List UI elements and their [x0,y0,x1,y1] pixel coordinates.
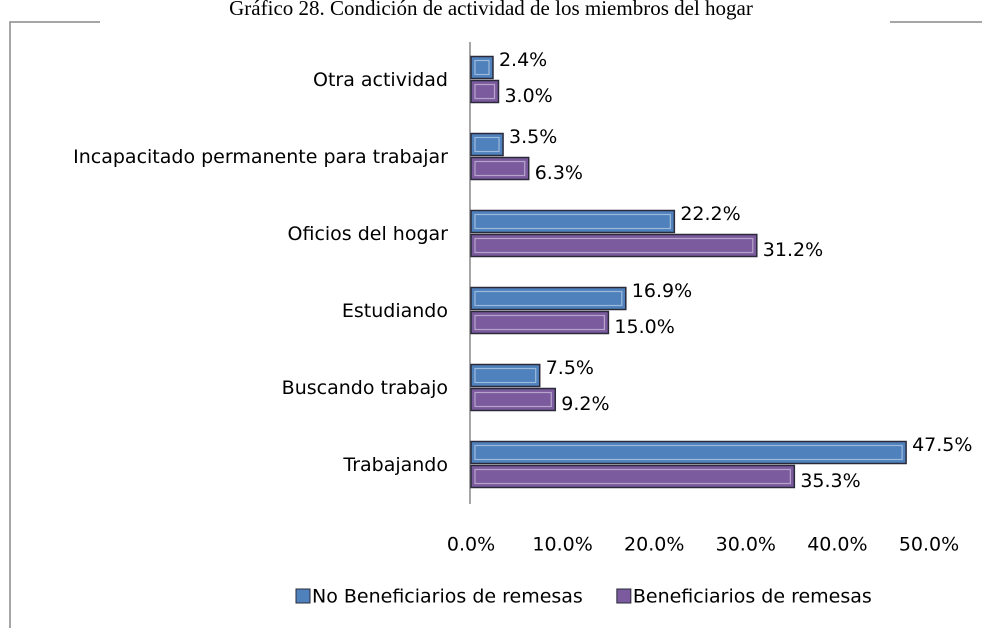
bar-bevel [474,136,500,153]
value-label: 22.2% [680,203,740,225]
legend-swatch [295,588,311,604]
bar [470,363,541,388]
value-label: 35.3% [800,470,860,492]
bar-bevel [474,314,605,331]
legend-swatch [616,588,632,604]
value-label: 9.2% [561,393,609,415]
bar [470,440,907,465]
bar-bevel [474,367,537,384]
bar [470,464,796,489]
legend-label: No Beneficiarios de remesas [312,586,583,608]
y-tick-label: Buscando trabajo [282,377,448,399]
y-tick-label: Estudiando [342,300,448,322]
bar-bevel [474,444,903,461]
bar-bevel [474,83,496,100]
bar-bevel [474,59,490,76]
bar [470,132,504,157]
x-tick-label: 40.0% [807,534,867,556]
value-label: 47.5% [912,434,972,456]
value-label: 2.4% [499,49,547,71]
value-label: 31.2% [763,239,823,261]
bar-bevel [474,160,526,177]
value-label: 3.5% [509,126,557,148]
bar [470,209,676,234]
value-label: 6.3% [535,162,583,184]
bar-bevel [474,237,754,254]
title-background [100,0,890,24]
x-tick-label: 30.0% [716,534,776,556]
value-label: 3.0% [504,85,552,107]
value-label: 7.5% [546,357,594,379]
bar [470,156,530,181]
bar-bevel [474,290,623,307]
bar [470,79,500,104]
bar [470,387,557,412]
bar-bevel [474,468,791,485]
x-tick-label: 10.0% [532,534,592,556]
bar [470,233,758,258]
bar-bevel [474,213,671,230]
chart-title: Gráfico 28. Condición de actividad de lo… [229,0,753,20]
value-label: 15.0% [614,316,674,338]
x-tick-label: 0.0% [447,534,495,556]
y-tick-label: Incapacitado permanente para trabajar [73,146,448,168]
y-tick-label: Trabajando [342,454,448,476]
x-tick-label: 20.0% [624,534,684,556]
bar-bevel [474,391,552,408]
legend-label: Beneficiarios de remesas [633,586,872,608]
x-tick-label: 50.0% [899,534,959,556]
y-tick-label: Oficios del hogar [288,223,449,245]
bar [470,286,627,311]
y-tick-label: Otra actividad [313,69,448,91]
bar [470,310,610,335]
value-label: 16.9% [632,280,692,302]
bar [470,55,494,80]
